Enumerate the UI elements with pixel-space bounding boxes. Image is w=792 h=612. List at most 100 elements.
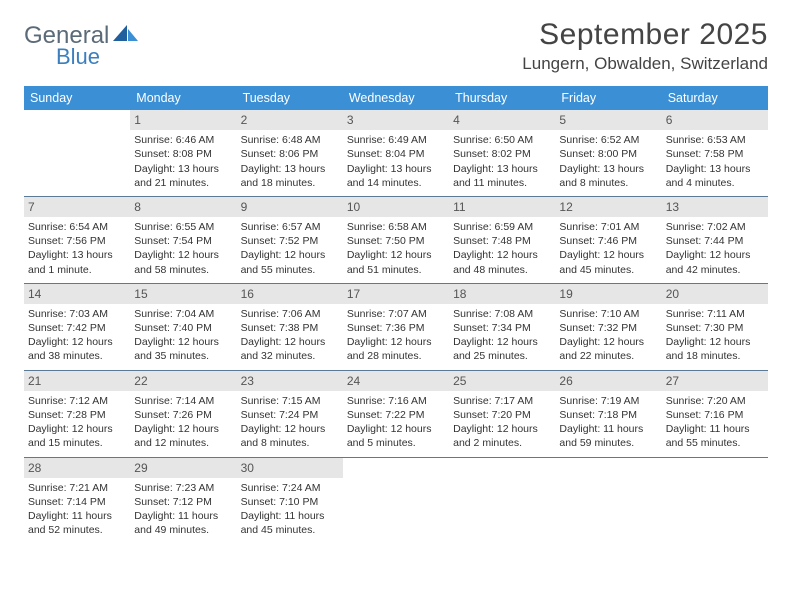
sunrise-text: Sunrise: 7:12 AM: [28, 394, 126, 408]
day-number: 8: [130, 197, 236, 217]
calendar-cell: 16Sunrise: 7:06 AMSunset: 7:38 PMDayligh…: [237, 283, 343, 370]
sunset-text: Sunset: 7:28 PM: [28, 408, 126, 422]
day-number: 17: [343, 284, 449, 304]
sunrise-text: Sunrise: 7:11 AM: [666, 307, 764, 321]
daylight-text: Daylight: 11 hours and 45 minutes.: [241, 509, 339, 537]
daylight-text: Daylight: 12 hours and 55 minutes.: [241, 248, 339, 276]
sunrise-text: Sunrise: 6:58 AM: [347, 220, 445, 234]
calendar-cell: [662, 457, 768, 543]
daylight-text: Daylight: 12 hours and 38 minutes.: [28, 335, 126, 363]
sunset-text: Sunset: 7:54 PM: [134, 234, 232, 248]
calendar-cell: 6Sunrise: 6:53 AMSunset: 7:58 PMDaylight…: [662, 110, 768, 196]
sunset-text: Sunset: 7:36 PM: [347, 321, 445, 335]
daylight-text: Daylight: 11 hours and 59 minutes.: [559, 422, 657, 450]
weekday-header: Monday: [130, 86, 236, 110]
sunrise-text: Sunrise: 7:02 AM: [666, 220, 764, 234]
daylight-text: Daylight: 13 hours and 14 minutes.: [347, 162, 445, 190]
calendar-cell: 17Sunrise: 7:07 AMSunset: 7:36 PMDayligh…: [343, 283, 449, 370]
sunrise-text: Sunrise: 7:04 AM: [134, 307, 232, 321]
day-number: 24: [343, 371, 449, 391]
weekday-header: Sunday: [24, 86, 130, 110]
sunrise-text: Sunrise: 6:55 AM: [134, 220, 232, 234]
sunrise-text: Sunrise: 6:57 AM: [241, 220, 339, 234]
sunset-text: Sunset: 7:46 PM: [559, 234, 657, 248]
calendar-cell: [343, 457, 449, 543]
calendar-cell: 22Sunrise: 7:14 AMSunset: 7:26 PMDayligh…: [130, 370, 236, 457]
sunset-text: Sunset: 7:56 PM: [28, 234, 126, 248]
calendar-cell: 25Sunrise: 7:17 AMSunset: 7:20 PMDayligh…: [449, 370, 555, 457]
daylight-text: Daylight: 13 hours and 21 minutes.: [134, 162, 232, 190]
sunset-text: Sunset: 7:52 PM: [241, 234, 339, 248]
sunset-text: Sunset: 8:00 PM: [559, 147, 657, 161]
sunset-text: Sunset: 7:18 PM: [559, 408, 657, 422]
day-number: 2: [237, 110, 343, 130]
sunrise-text: Sunrise: 7:14 AM: [134, 394, 232, 408]
sunset-text: Sunset: 7:12 PM: [134, 495, 232, 509]
calendar-cell: 15Sunrise: 7:04 AMSunset: 7:40 PMDayligh…: [130, 283, 236, 370]
calendar-cell: 29Sunrise: 7:23 AMSunset: 7:12 PMDayligh…: [130, 457, 236, 543]
day-number: 16: [237, 284, 343, 304]
day-number: 21: [24, 371, 130, 391]
day-number: 28: [24, 458, 130, 478]
sunset-text: Sunset: 8:04 PM: [347, 147, 445, 161]
day-number: 23: [237, 371, 343, 391]
brand-word2: Blue: [56, 44, 100, 70]
calendar-cell: 18Sunrise: 7:08 AMSunset: 7:34 PMDayligh…: [449, 283, 555, 370]
sunset-text: Sunset: 8:06 PM: [241, 147, 339, 161]
sunset-text: Sunset: 7:42 PM: [28, 321, 126, 335]
day-number: 9: [237, 197, 343, 217]
sail-icon: [113, 22, 139, 50]
calendar-cell: 8Sunrise: 6:55 AMSunset: 7:54 PMDaylight…: [130, 196, 236, 283]
daylight-text: Daylight: 12 hours and 18 minutes.: [666, 335, 764, 363]
calendar-cell: 5Sunrise: 6:52 AMSunset: 8:00 PMDaylight…: [555, 110, 661, 196]
calendar-cell: 21Sunrise: 7:12 AMSunset: 7:28 PMDayligh…: [24, 370, 130, 457]
weekday-header: Thursday: [449, 86, 555, 110]
sunset-text: Sunset: 7:16 PM: [666, 408, 764, 422]
calendar-cell: [555, 457, 661, 543]
calendar-cell: 27Sunrise: 7:20 AMSunset: 7:16 PMDayligh…: [662, 370, 768, 457]
calendar-cell: 30Sunrise: 7:24 AMSunset: 7:10 PMDayligh…: [237, 457, 343, 543]
daylight-text: Daylight: 12 hours and 22 minutes.: [559, 335, 657, 363]
day-number: 30: [237, 458, 343, 478]
calendar-row: 14Sunrise: 7:03 AMSunset: 7:42 PMDayligh…: [24, 283, 768, 370]
weekday-header: Friday: [555, 86, 661, 110]
sunset-text: Sunset: 7:58 PM: [666, 147, 764, 161]
day-number: 5: [555, 110, 661, 130]
sunset-text: Sunset: 7:50 PM: [347, 234, 445, 248]
calendar-cell: 3Sunrise: 6:49 AMSunset: 8:04 PMDaylight…: [343, 110, 449, 196]
day-number: 7: [24, 197, 130, 217]
calendar-row: 28Sunrise: 7:21 AMSunset: 7:14 PMDayligh…: [24, 457, 768, 543]
day-number: 26: [555, 371, 661, 391]
day-number: 25: [449, 371, 555, 391]
title-block: September 2025 Lungern, Obwalden, Switze…: [522, 18, 768, 74]
sunrise-text: Sunrise: 7:16 AM: [347, 394, 445, 408]
sunset-text: Sunset: 7:40 PM: [134, 321, 232, 335]
calendar-cell: 14Sunrise: 7:03 AMSunset: 7:42 PMDayligh…: [24, 283, 130, 370]
calendar-cell: [449, 457, 555, 543]
daylight-text: Daylight: 12 hours and 12 minutes.: [134, 422, 232, 450]
calendar-table: Sunday Monday Tuesday Wednesday Thursday…: [24, 86, 768, 543]
day-number: 12: [555, 197, 661, 217]
daylight-text: Daylight: 12 hours and 25 minutes.: [453, 335, 551, 363]
calendar-cell: 11Sunrise: 6:59 AMSunset: 7:48 PMDayligh…: [449, 196, 555, 283]
calendar-cell: 1Sunrise: 6:46 AMSunset: 8:08 PMDaylight…: [130, 110, 236, 196]
day-number: 13: [662, 197, 768, 217]
sunrise-text: Sunrise: 7:01 AM: [559, 220, 657, 234]
day-number: 27: [662, 371, 768, 391]
daylight-text: Daylight: 12 hours and 5 minutes.: [347, 422, 445, 450]
day-number: 19: [555, 284, 661, 304]
daylight-text: Daylight: 13 hours and 4 minutes.: [666, 162, 764, 190]
calendar-cell: [24, 110, 130, 196]
sunrise-text: Sunrise: 6:52 AM: [559, 133, 657, 147]
day-number: 1: [130, 110, 236, 130]
sunrise-text: Sunrise: 6:54 AM: [28, 220, 126, 234]
sunrise-text: Sunrise: 7:07 AM: [347, 307, 445, 321]
sunrise-text: Sunrise: 6:46 AM: [134, 133, 232, 147]
calendar-cell: 9 Sunrise: 6:57 AMSunset: 7:52 PMDaylight…: [237, 196, 343, 283]
sunrise-text: Sunrise: 7:21 AM: [28, 481, 126, 495]
calendar-row: 1Sunrise: 6:46 AMSunset: 8:08 PMDaylight…: [24, 110, 768, 196]
calendar-cell: 4Sunrise: 6:50 AMSunset: 8:02 PMDaylight…: [449, 110, 555, 196]
sunrise-text: Sunrise: 7:06 AM: [241, 307, 339, 321]
sunset-text: Sunset: 7:48 PM: [453, 234, 551, 248]
daylight-text: Daylight: 12 hours and 45 minutes.: [559, 248, 657, 276]
